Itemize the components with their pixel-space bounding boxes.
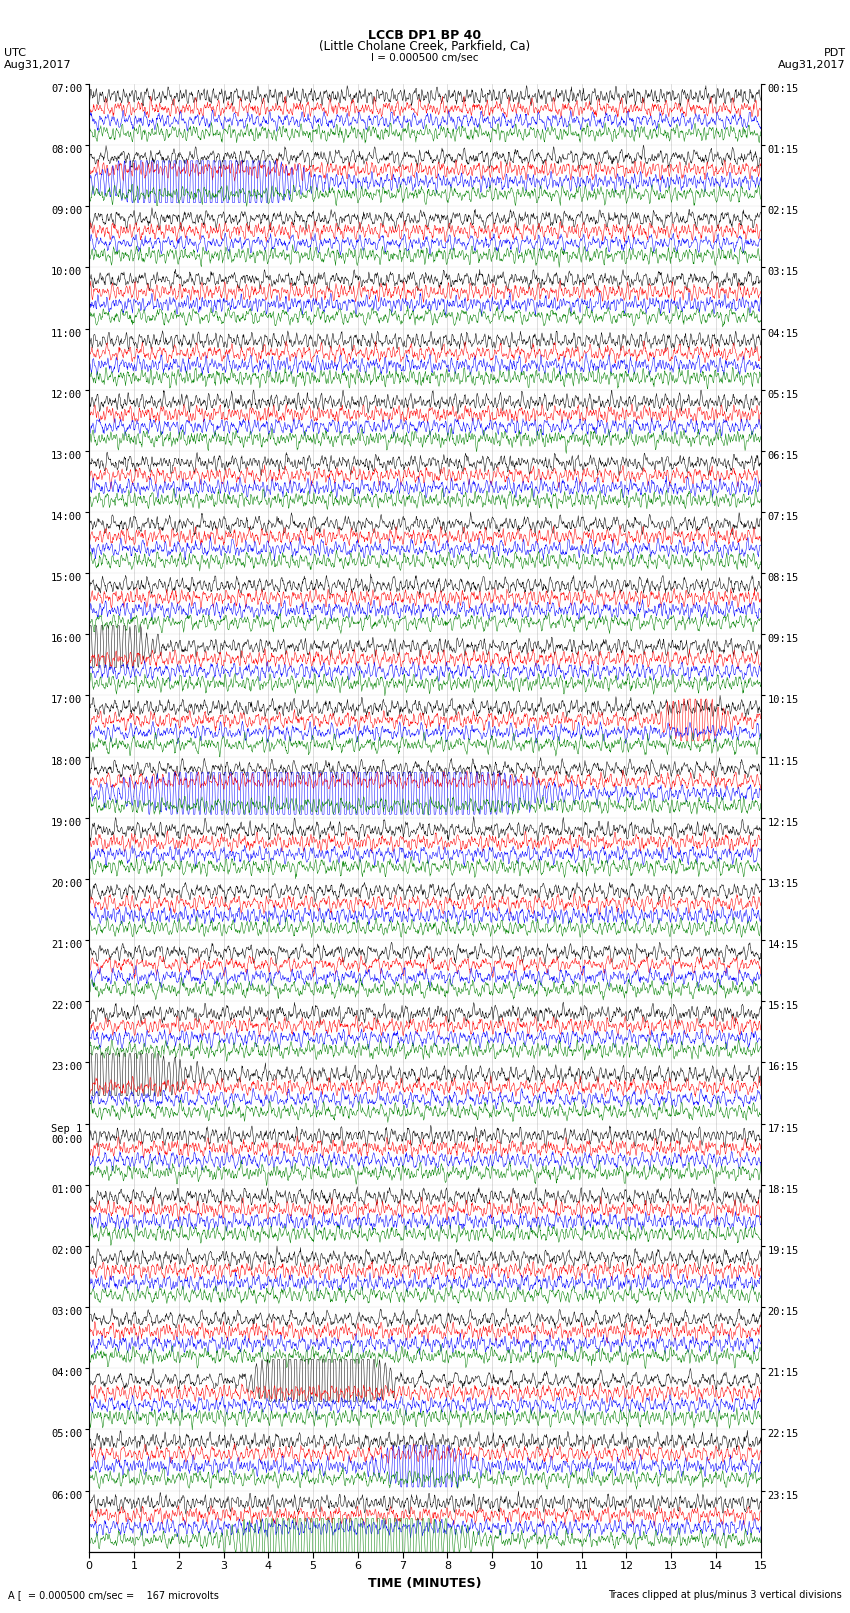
Text: Aug31,2017: Aug31,2017 [778, 60, 846, 69]
Text: PDT: PDT [824, 48, 846, 58]
Text: A [  = 0.000500 cm/sec =    167 microvolts: A [ = 0.000500 cm/sec = 167 microvolts [8, 1590, 219, 1600]
Text: Aug31,2017: Aug31,2017 [4, 60, 72, 69]
Text: LCCB DP1 BP 40: LCCB DP1 BP 40 [368, 29, 482, 42]
Text: UTC: UTC [4, 48, 26, 58]
Text: Traces clipped at plus/minus 3 vertical divisions: Traces clipped at plus/minus 3 vertical … [608, 1590, 842, 1600]
Text: (Little Cholane Creek, Parkfield, Ca): (Little Cholane Creek, Parkfield, Ca) [320, 40, 530, 53]
X-axis label: TIME (MINUTES): TIME (MINUTES) [368, 1578, 482, 1590]
Text: I = 0.000500 cm/sec: I = 0.000500 cm/sec [371, 53, 479, 63]
